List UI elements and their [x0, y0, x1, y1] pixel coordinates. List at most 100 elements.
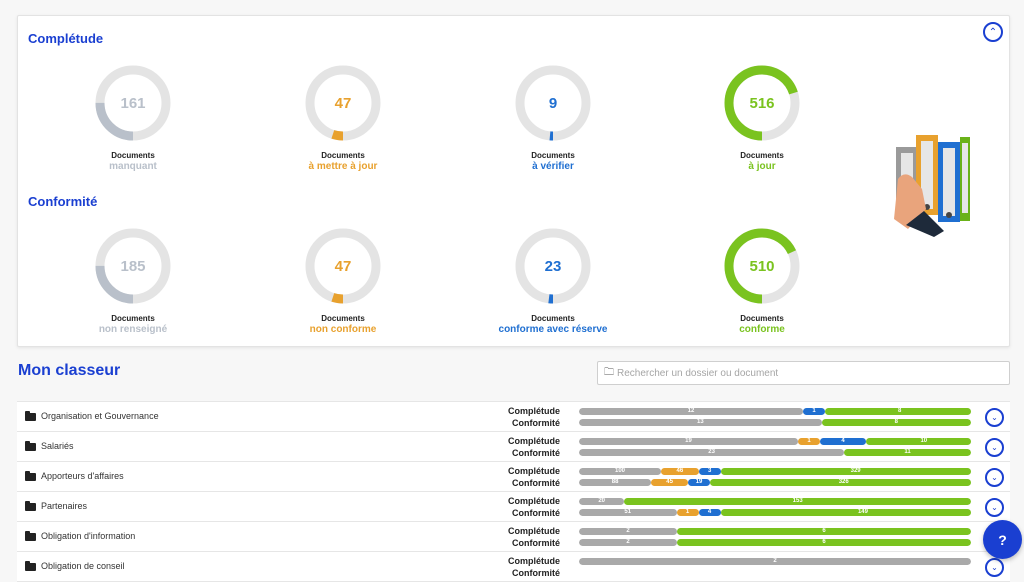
binders-illustration: [894, 135, 970, 237]
folder-icon: [25, 411, 36, 421]
bar-segment-grey: 20: [579, 498, 625, 505]
conformite-label: Conformité: [512, 538, 560, 548]
completude-label: Complétude: [507, 466, 560, 476]
donut-label: Documents: [321, 314, 365, 323]
folder-name[interactable]: Obligation de conseil: [41, 561, 125, 571]
bar-segment-green: 329: [720, 468, 971, 475]
folder-list: Organisation et Gouvernance Complétude Con…: [17, 401, 1010, 582]
donut-status: à mettre à jour: [308, 161, 378, 172]
bar-segment-blue: 4: [820, 438, 867, 445]
folder-name[interactable]: Obligation d'information: [41, 531, 136, 541]
bar-segment-orange: 45: [651, 479, 689, 486]
completude-donut-3: 516 Documents à jour: [682, 63, 842, 172]
bar-segment-green: 153: [624, 498, 971, 505]
chat-help-icon: ?: [998, 531, 1007, 548]
chat-help-button[interactable]: ?: [983, 520, 1022, 559]
search-box[interactable]: 🗀: [597, 361, 1010, 385]
donut-value: 47: [334, 94, 352, 112]
donut-ring: [515, 65, 591, 141]
conformite-label: Conformité: [512, 448, 560, 458]
folder-row[interactable]: Salariés Complétude Conformité 19 1 4 10 23 11 ⌄: [17, 432, 1010, 462]
bar-segment-green: 8: [825, 408, 971, 415]
progress-bar: 23 11: [579, 449, 971, 456]
donut-arc: [515, 228, 591, 304]
bar-segment-grey: 13: [579, 419, 822, 426]
conformite-label: Conformité: [512, 568, 560, 578]
bar-segment-green: 8: [821, 419, 971, 426]
expand-button[interactable]: ⌄: [985, 408, 1004, 427]
bar-segment-blue: 1: [803, 408, 825, 415]
bar-segment-grey: 19: [579, 438, 799, 445]
bar-segment-grey: 12: [579, 408, 803, 415]
folder-row[interactable]: Organisation et Gouvernance Complétude Con…: [17, 402, 1010, 432]
folder-name[interactable]: Salariés: [41, 441, 74, 451]
progress-bar: 20 153: [579, 498, 971, 505]
chevron-down-icon: ⌄: [991, 413, 998, 422]
bar-segment-blue: 3: [698, 468, 721, 475]
conformite-label: Conformité: [512, 478, 560, 488]
bar-segment-grey: 100: [579, 468, 661, 475]
folder-name[interactable]: Partenaires: [41, 501, 88, 511]
completude-label: Complétude: [507, 406, 560, 416]
donut-ring: [724, 65, 800, 141]
donut-arc: [724, 228, 800, 304]
folder-row[interactable]: Obligation de conseil Complétude Conformit…: [17, 552, 1010, 582]
bar-segment-orange: 1: [676, 509, 699, 516]
donut-label: Documents: [740, 151, 784, 160]
folder-name[interactable]: Organisation et Gouvernance: [41, 411, 159, 421]
completude-label: Complétude: [507, 556, 560, 566]
expand-button[interactable]: ⌄: [985, 438, 1004, 457]
progress-bar: 19 1 4 10: [579, 438, 971, 445]
donut-status: conforme avec réserve: [498, 324, 608, 335]
completude-label: Complétude: [507, 436, 560, 446]
folder-name[interactable]: Apporteurs d'affaires: [41, 471, 124, 481]
donut-label: Documents: [531, 314, 575, 323]
conformite-label: Conformité: [512, 418, 560, 428]
progress-bar: 100 46 3 329: [579, 468, 971, 475]
donut-status: à vérifier: [532, 161, 574, 172]
conformite-label: Conformité: [512, 508, 560, 518]
chevron-up-icon: ⌃: [988, 26, 998, 38]
search-input[interactable]: [617, 367, 997, 379]
donut-arc: [724, 65, 800, 141]
folder-row[interactable]: Obligation d'information Complétude Confor…: [17, 522, 1010, 552]
donut-status: à jour: [748, 161, 776, 172]
conformite-donut-3: 510 Documents conforme: [682, 226, 842, 335]
donut-label: Documents: [740, 314, 784, 323]
bar-segment-blue: 4: [698, 509, 721, 516]
donut-value: 23: [544, 257, 562, 275]
donut-status: conforme: [739, 324, 785, 335]
donut-label: Documents: [111, 151, 155, 160]
donut-ring: [515, 228, 591, 304]
conformite-donut-1: 47 Documents non conforme: [263, 226, 423, 335]
donut-arc: [95, 228, 171, 304]
bar-segment-grey: 2: [579, 528, 677, 535]
completude-donut-1: 47 Documents à mettre à jour: [263, 63, 423, 172]
bar-segment-grey: 2: [579, 539, 677, 546]
donut-arc: [515, 65, 591, 141]
donut-ring: [305, 65, 381, 141]
bar-segment-green: 149: [720, 509, 971, 516]
progress-bar: 88 45 19 326: [579, 479, 971, 486]
donut-value: 161: [120, 94, 146, 112]
donut-ring: [95, 65, 171, 141]
bar-segment-grey: 51: [579, 509, 677, 516]
completude-title: Complétude: [28, 31, 104, 46]
expand-button[interactable]: ⌄: [985, 498, 1004, 517]
donut-value: 9: [548, 94, 558, 112]
folder-row[interactable]: Partenaires Complétude Conformité 20 153 51 1 4…: [17, 492, 1010, 522]
folder-icon: [25, 501, 36, 511]
donut-value: 47: [334, 257, 352, 275]
completude-donut-2: 9 Documents à vérifier: [473, 63, 633, 172]
chevron-down-icon: ⌄: [991, 563, 998, 572]
folder-icon: [25, 561, 36, 571]
collapse-button[interactable]: ⌃: [983, 22, 1003, 42]
progress-bar: 2: [579, 558, 971, 565]
folder-row[interactable]: Apporteurs d'affaires Complétude Conformit…: [17, 462, 1010, 492]
bar-segment-grey: 88: [579, 479, 652, 486]
expand-button[interactable]: ⌄: [985, 558, 1004, 577]
expand-button[interactable]: ⌄: [985, 468, 1004, 487]
completude-label: Complétude: [507, 496, 560, 506]
